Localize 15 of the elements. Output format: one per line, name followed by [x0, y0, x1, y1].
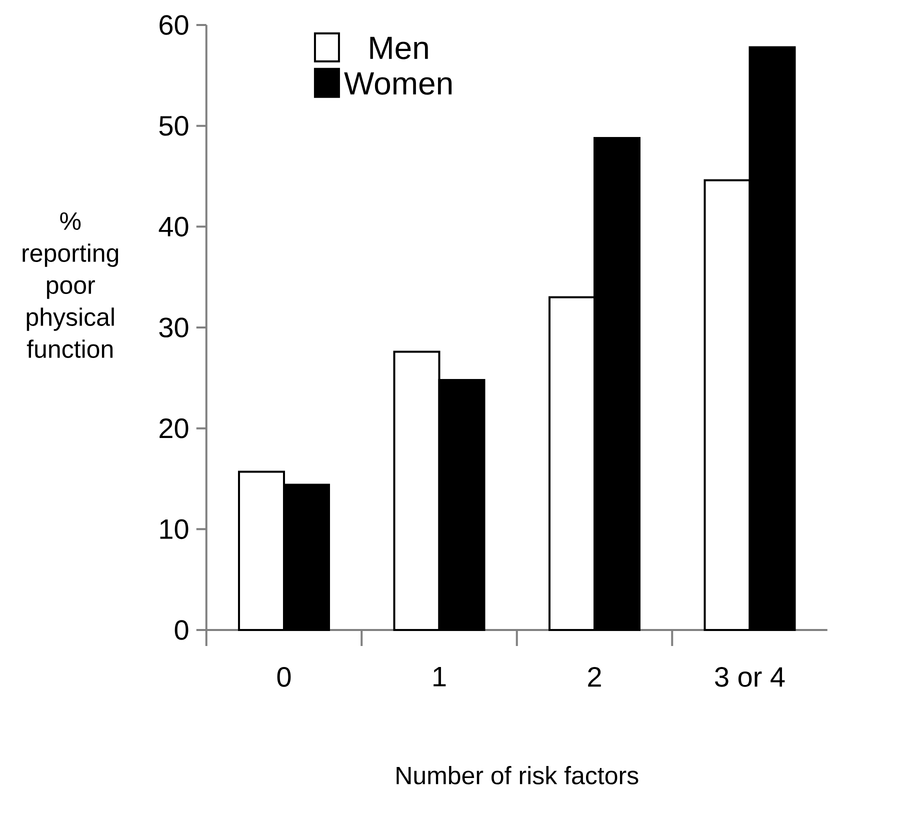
legend-label: Men — [370, 36, 428, 60]
x-tick-label: 1 — [434, 667, 446, 686]
y-tick-label: 0 — [174, 620, 188, 640]
y-tick-label: 20 — [160, 418, 188, 438]
y-axis-title: % reporting poor physical function — [22, 212, 118, 358]
x-tick-label: 2 — [588, 667, 601, 687]
y-tick-label: 60 — [160, 15, 188, 35]
y-tick-label: 10 — [160, 519, 188, 540]
x-axis-title: Number of risk factors — [396, 766, 638, 784]
x-tick-label: 0 — [277, 667, 291, 687]
y-tick-label: 30 — [159, 318, 188, 338]
legend-label: Women — [344, 72, 452, 95]
y-tick-label: 50 — [159, 116, 188, 136]
x-tick-label: 3 or 4 — [715, 667, 785, 687]
y-tick-label: 40 — [158, 216, 188, 237]
